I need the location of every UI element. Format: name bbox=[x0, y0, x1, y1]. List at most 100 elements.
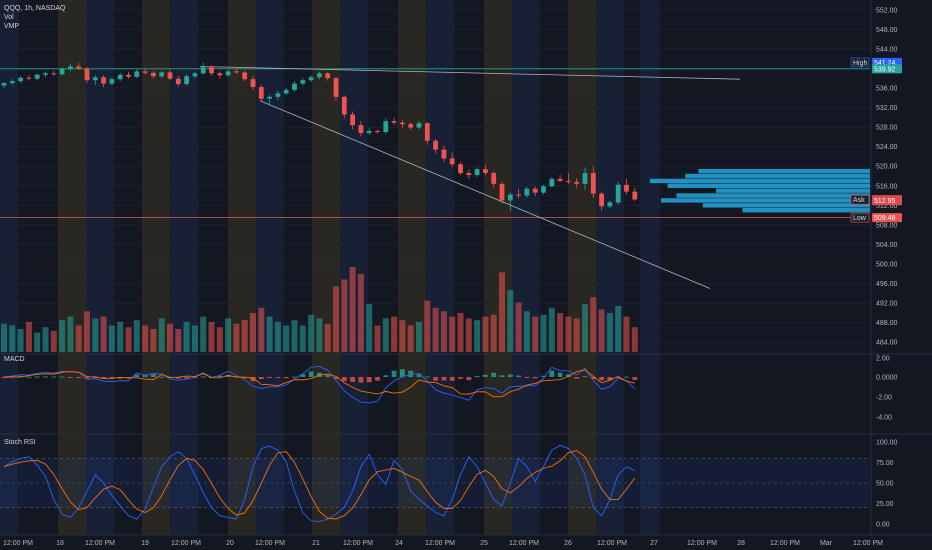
candle-body bbox=[142, 71, 148, 73]
time-tick-label: 27 bbox=[650, 540, 658, 547]
macd-histogram-bar bbox=[350, 377, 355, 382]
symbol-legend[interactable]: QQQ, 1h, NASDAQ Vol VMP bbox=[4, 4, 65, 31]
volume-bar bbox=[416, 321, 422, 352]
candle-body bbox=[383, 121, 389, 132]
candle-body bbox=[84, 68, 90, 81]
time-tick-label: 12:00 PM bbox=[85, 540, 115, 547]
volume-bar bbox=[565, 316, 572, 352]
volume-bar bbox=[407, 325, 414, 352]
stoch-rsi-title: Stoch RSI bbox=[4, 439, 36, 446]
stoch-rsi-pane bbox=[0, 444, 870, 522]
vmp-indicator-label[interactable]: VMP bbox=[4, 23, 20, 30]
macd-histogram-bar bbox=[142, 374, 148, 377]
time-tick-label: 24 bbox=[395, 540, 403, 547]
macd-histogram-bar bbox=[507, 374, 513, 377]
candle-body bbox=[624, 184, 629, 192]
session-band bbox=[596, 0, 624, 535]
rsi-tick-label: 50.00 bbox=[876, 481, 894, 488]
volume-bar bbox=[606, 313, 613, 352]
candle-body bbox=[541, 186, 546, 193]
volume-bar bbox=[208, 321, 215, 352]
candle-body bbox=[68, 66, 73, 69]
volume-bar bbox=[349, 267, 356, 352]
macd-histogram-bar bbox=[341, 377, 347, 382]
session-band bbox=[512, 0, 540, 535]
time-axis[interactable]: 12:00 PM 18 12:00 PM 19 12:00 PM 20 12:00 PM 21… bbox=[3, 540, 883, 547]
stoch-d-line bbox=[3, 450, 636, 520]
candle-body bbox=[607, 202, 613, 207]
time-tick-label: 18 bbox=[56, 540, 64, 547]
macd-histogram-bar bbox=[416, 373, 422, 377]
macd-histogram-bar bbox=[292, 376, 297, 378]
volume-bar bbox=[266, 316, 273, 352]
volume-bar bbox=[532, 316, 539, 352]
volume-bar bbox=[490, 314, 497, 352]
candle-body bbox=[92, 77, 98, 81]
price-tick-label: 524.00 bbox=[876, 144, 898, 151]
macd-histogram-bar bbox=[283, 377, 289, 379]
candle-body bbox=[391, 121, 397, 123]
price-tag-value: 541.24 bbox=[874, 60, 896, 67]
session-band bbox=[142, 0, 170, 535]
macd-tick-label: -4.00 bbox=[876, 415, 892, 422]
macd-histogram-bar bbox=[325, 375, 331, 377]
candle-body bbox=[250, 79, 256, 88]
volume-bar bbox=[316, 318, 323, 352]
session-band bbox=[426, 0, 454, 535]
volume-bar bbox=[233, 323, 240, 352]
macd-histogram-bar bbox=[632, 377, 638, 380]
macd-histogram-bar bbox=[34, 376, 40, 378]
time-tick-label: 12:00 PM bbox=[509, 540, 539, 547]
macd-histogram-bar bbox=[624, 376, 629, 378]
price-tick-label: 512.00 bbox=[876, 203, 898, 210]
volume-bar bbox=[241, 320, 248, 352]
macd-histogram-bar bbox=[424, 376, 430, 378]
macd-histogram-bar bbox=[532, 377, 538, 379]
candle-body bbox=[192, 73, 198, 77]
candle-body bbox=[51, 73, 57, 75]
volume-bar bbox=[399, 320, 406, 352]
time-tick-label: 12:00 PM bbox=[3, 540, 33, 547]
candle-body bbox=[317, 73, 322, 78]
price-tag-label: Ask bbox=[853, 197, 865, 204]
volume-bar bbox=[449, 316, 456, 352]
volume-bar bbox=[324, 323, 331, 352]
candle-body bbox=[366, 131, 372, 133]
volume-bar bbox=[299, 325, 306, 352]
candle-body bbox=[449, 158, 455, 165]
volume-bar bbox=[615, 305, 622, 352]
macd-histogram-bar bbox=[59, 376, 65, 378]
price-tag-box bbox=[872, 213, 902, 223]
candle-body bbox=[557, 178, 563, 181]
volume-bar bbox=[573, 318, 580, 352]
volume-bar bbox=[515, 302, 522, 352]
candle-body bbox=[1, 83, 7, 86]
time-tick-label: 26 bbox=[564, 540, 572, 547]
session-band bbox=[484, 0, 512, 535]
volume-profile-bar bbox=[661, 198, 870, 203]
session-band bbox=[398, 0, 426, 535]
macd-histogram-bar bbox=[549, 370, 555, 377]
symbol-line[interactable]: QQQ, 1h, NASDAQ bbox=[4, 5, 66, 12]
macd-tick-label: 0.0000 bbox=[876, 375, 898, 382]
macd-histogram-bar bbox=[184, 377, 189, 379]
volume-profile-bar bbox=[742, 208, 870, 213]
volume-bar bbox=[465, 318, 472, 352]
volume-bar bbox=[167, 323, 173, 352]
macd-histogram-bar bbox=[175, 377, 181, 379]
volume-profile-bar bbox=[698, 168, 870, 174]
macd-histogram-bar bbox=[217, 375, 223, 377]
time-tick-label: 12:00 PM bbox=[255, 540, 285, 547]
price-tag-label-box bbox=[850, 57, 870, 68]
volume-bar bbox=[59, 320, 66, 352]
vol-indicator-label[interactable]: Vol bbox=[4, 14, 14, 21]
macd-histogram-bar bbox=[225, 374, 231, 377]
price-tick-label: 484.00 bbox=[876, 340, 898, 347]
macd-histogram-bar bbox=[134, 374, 140, 377]
macd-histogram-bar bbox=[582, 376, 588, 378]
price-tick-label: 520.00 bbox=[876, 164, 898, 171]
session-band bbox=[86, 0, 114, 535]
macd-histogram-bar bbox=[267, 377, 272, 378]
time-tick-label: 12:00 PM bbox=[425, 540, 455, 547]
